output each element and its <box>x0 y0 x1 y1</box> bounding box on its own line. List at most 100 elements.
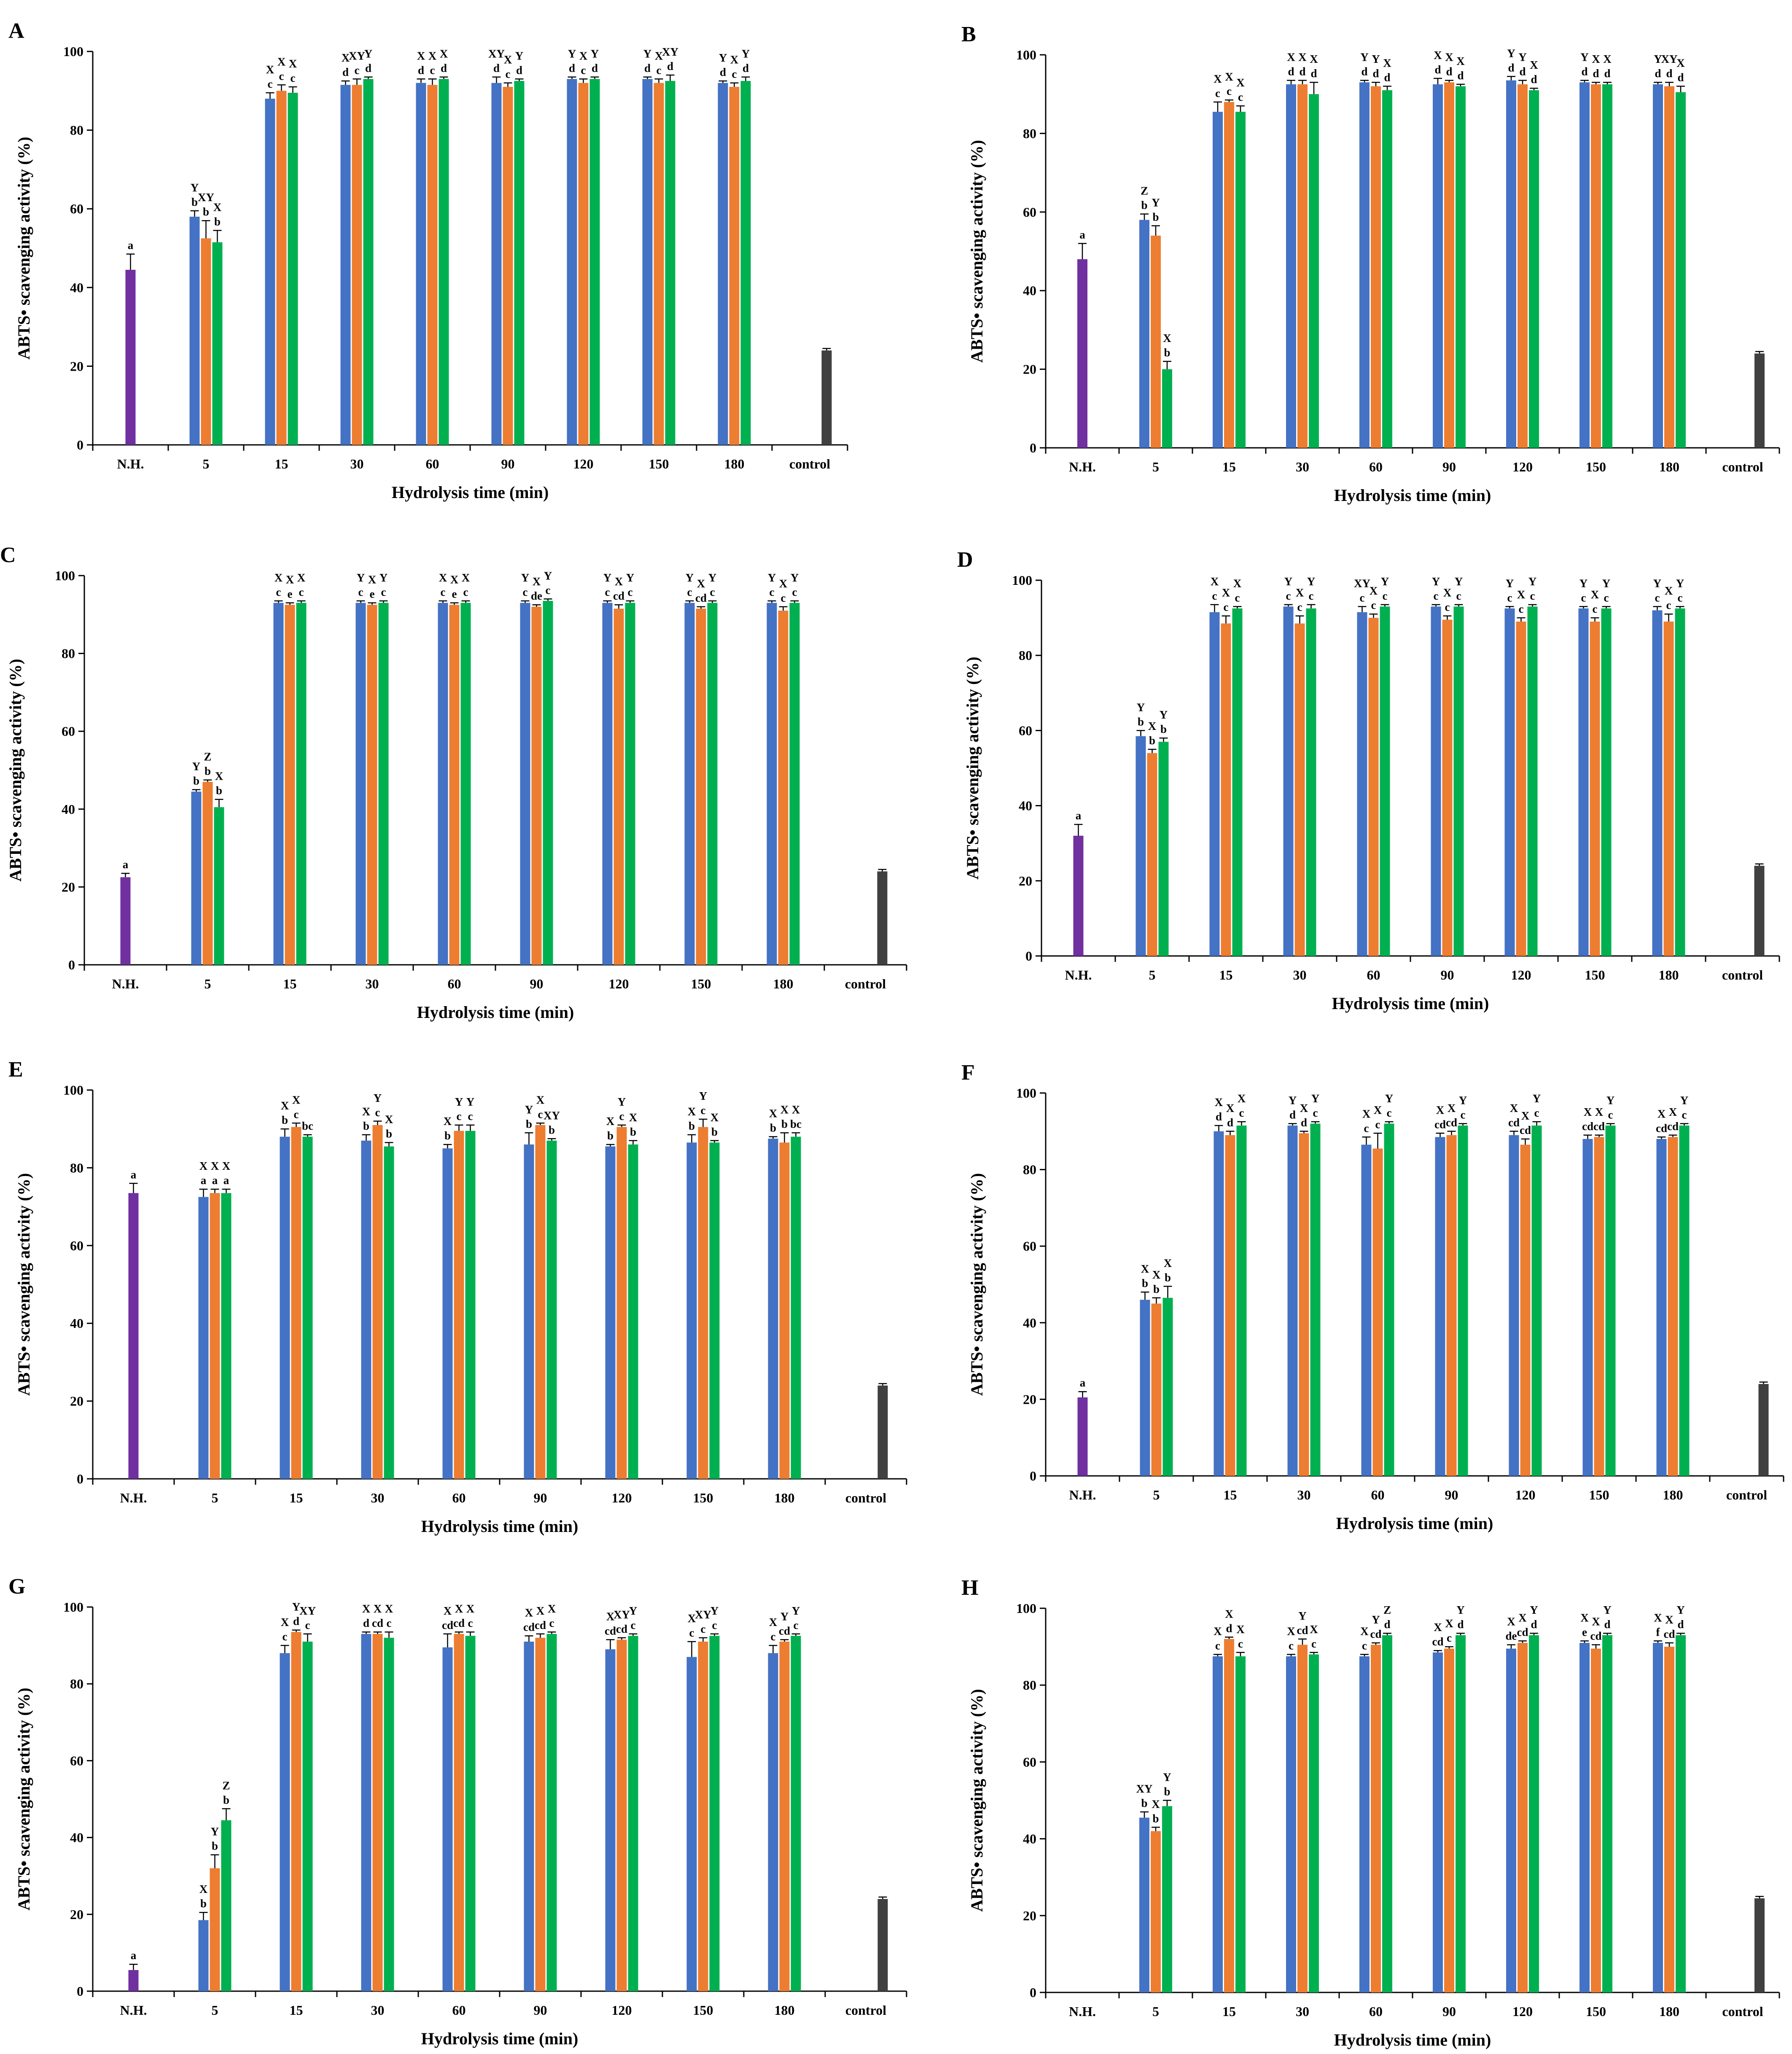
x-tick-label: 180 <box>724 456 745 471</box>
group-letter: X <box>385 1113 393 1125</box>
bar-series-1 <box>718 83 728 445</box>
bar-series-1 <box>1506 80 1516 448</box>
y-tick-label: 20 <box>62 879 75 894</box>
bar-series-3 <box>789 603 800 965</box>
bar-series-3 <box>1676 92 1686 448</box>
bar-series-2 <box>1372 1148 1383 1476</box>
significance-letter: d <box>1604 1618 1610 1631</box>
bar-series-1 <box>1652 610 1663 956</box>
significance-letter: d <box>569 62 575 75</box>
bar-series-1 <box>280 1136 290 1479</box>
bar-series-3 <box>665 81 675 445</box>
y-tick-label: 100 <box>1016 47 1036 62</box>
bar-series-1 <box>1656 1139 1667 1476</box>
bar-series-2 <box>1294 623 1305 956</box>
significance-letter: d <box>1593 67 1599 80</box>
group-letter: X <box>1300 1102 1308 1114</box>
group-letter: X <box>1310 1623 1318 1636</box>
bar-series-3 <box>460 603 471 965</box>
x-tick-label: control <box>1726 1487 1767 1502</box>
y-tick-label: 100 <box>1016 1085 1036 1101</box>
y-tick-label: 60 <box>1023 205 1036 220</box>
y-tick-label: 20 <box>70 1907 83 1922</box>
significance-letter: cd <box>523 1621 535 1633</box>
group-letter: Y <box>357 571 365 584</box>
significance-letter: d <box>1446 65 1452 78</box>
group-letter: X <box>1443 587 1452 599</box>
significance-letter: cd <box>1432 1635 1444 1648</box>
group-letter: X <box>1445 1617 1453 1630</box>
bar-series-2 <box>1518 1642 1528 1992</box>
group-letter: X <box>211 1160 219 1172</box>
significance-letter: de <box>531 590 542 602</box>
x-tick-label: 180 <box>1663 1487 1683 1502</box>
bar-series-1 <box>567 79 577 445</box>
significance-letter: cd <box>1297 1624 1308 1637</box>
significance-letter: a <box>131 1949 137 1962</box>
significance-letter: e <box>452 588 457 600</box>
bar-series-3 <box>546 1140 557 1479</box>
bar-series-1 <box>273 603 284 965</box>
bar-series-3 <box>1458 1125 1468 1476</box>
bar-series-1 <box>265 98 275 445</box>
panel-letter-f: F <box>961 1061 975 1085</box>
x-tick-label: 180 <box>1659 967 1679 983</box>
group-letter: Y <box>768 571 776 584</box>
group-letter: X <box>606 1115 615 1128</box>
group-letter: X <box>1584 1106 1592 1118</box>
significance-letter: c <box>1297 601 1302 614</box>
bar-series-1 <box>1213 1656 1223 1992</box>
bar-series-2 <box>291 1632 301 1991</box>
y-tick-label: 0 <box>1030 1468 1036 1483</box>
group-letter: X <box>1225 70 1233 83</box>
significance-letter: d <box>1310 67 1317 80</box>
y-tick-label: 40 <box>70 1830 83 1845</box>
bar-control <box>877 1899 888 1991</box>
significance-letter: c <box>1678 591 1683 604</box>
significance-letter: b <box>1142 1277 1148 1289</box>
bar-series-2 <box>1444 1648 1454 1992</box>
significance-letter: b <box>214 215 221 228</box>
x-tick-label: 5 <box>212 2003 218 2018</box>
x-tick-label: 30 <box>366 976 379 991</box>
x-axis-title: Hydrolysis time (min) <box>392 483 549 502</box>
group-letter: X <box>688 1612 696 1625</box>
group-letter: X <box>1226 1102 1235 1114</box>
significance-letter: d <box>644 62 651 75</box>
bar-series-3 <box>628 1636 638 1991</box>
y-axis-title: ABTS• scavenging activity (%) <box>963 657 982 879</box>
significance-letter: b <box>549 1123 555 1136</box>
y-tick-label: 0 <box>1030 440 1036 455</box>
significance-letter: a <box>201 1174 207 1187</box>
group-letter: Y <box>1137 701 1145 713</box>
bar-series-1 <box>1509 1135 1519 1476</box>
x-tick-label: 120 <box>573 456 594 471</box>
y-tick-label: 40 <box>1023 283 1036 298</box>
bar-series-1 <box>684 603 695 965</box>
bar-series-2 <box>1224 102 1234 448</box>
panel-letter-h: H <box>961 1576 978 1600</box>
group-letter: X <box>440 48 448 60</box>
group-letter: Y <box>515 49 524 62</box>
significance-letter: b <box>282 1114 288 1126</box>
bar-series-1 <box>686 1657 697 1991</box>
group-letter: Y <box>708 571 717 584</box>
x-tick-label: 180 <box>775 1490 795 1505</box>
significance-letter: b <box>191 196 198 208</box>
bar-series-2 <box>1664 1647 1674 1992</box>
significance-letter: c <box>1309 590 1314 602</box>
bar-series-1 <box>1506 1648 1516 1992</box>
x-tick-label: 90 <box>1442 2004 1456 2019</box>
group-letter: X <box>266 63 274 76</box>
bar-series-2 <box>1442 619 1453 956</box>
significance-letter: c <box>1461 1109 1466 1121</box>
group-letter: X <box>455 1602 463 1615</box>
x-tick-label: control <box>845 1490 886 1505</box>
bar-series-2 <box>778 611 788 965</box>
group-letter: X <box>286 573 294 586</box>
group-letter: X <box>297 571 306 584</box>
group-letter: XY <box>544 1109 560 1122</box>
bar-series-2 <box>276 91 287 445</box>
significance-letter: b <box>607 1129 613 1142</box>
bar-series-2 <box>1225 1135 1235 1476</box>
